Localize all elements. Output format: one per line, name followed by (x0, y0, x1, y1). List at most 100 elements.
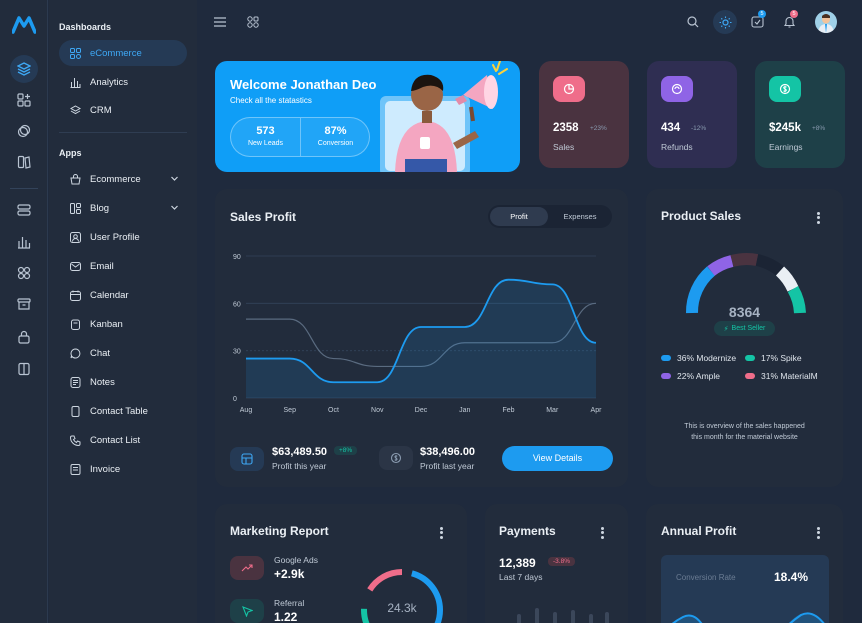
referral-value: 1.22 (274, 610, 298, 623)
profit-change-badge: +8% (334, 446, 358, 455)
app-logo-icon[interactable] (11, 16, 37, 39)
legend-modernize: 36% Modernize (661, 353, 736, 363)
bell-icon[interactable]: 5 (781, 10, 798, 29)
sidebar-item-chat[interactable]: Chat (59, 340, 187, 366)
product-sales-title: Product Sales (661, 209, 742, 223)
sidebar-item-ecommerce[interactable]: eCommerce (59, 40, 187, 66)
columns-icon[interactable] (14, 359, 34, 379)
profit-last-year-value: $38,496.00 (420, 446, 476, 458)
sidebar-item-invoice[interactable]: Invoice (59, 456, 187, 482)
sidebar-item-label: Contact Table (90, 405, 148, 417)
view-details-button[interactable]: View Details (502, 446, 613, 471)
sidebar-item-label: Ecommerce (90, 173, 141, 185)
tab-profit[interactable]: Profit (490, 207, 548, 226)
sidebar-item-label: Invoice (90, 463, 121, 475)
sidebar-item-contact-table[interactable]: Contact Table (59, 398, 187, 424)
phone-call-icon (69, 434, 81, 446)
best-seller-badge: ⚡ Best Seller (714, 321, 775, 336)
sidebar-item-label: Analytics (90, 76, 129, 88)
sidebar-item-label: Chat (90, 347, 111, 359)
mail-badge-icon[interactable]: 5 (749, 10, 766, 29)
product-sales-gauge (685, 252, 806, 314)
notes-icon (69, 376, 81, 388)
profit-last-year-label: Profit last year (420, 461, 475, 471)
bolt-icon: ⚡ (723, 325, 729, 333)
sidebar-item-label: User Profile (90, 231, 140, 243)
archive-icon[interactable] (14, 294, 34, 314)
sidebar-item-crm[interactable]: CRM (59, 97, 187, 123)
payments-card: Payments 12,389 -3.8% Last 7 days (485, 504, 628, 623)
trending-up-icon (230, 556, 264, 580)
sales-profit-title: Sales Profit (230, 210, 297, 224)
basket-icon (69, 173, 81, 185)
legend-label: 31% MaterialM (761, 371, 818, 381)
x-tick-label: Feb (502, 407, 514, 414)
cursor-icon (230, 599, 264, 623)
sidebar-item-label: Kanban (90, 318, 123, 330)
x-tick-label: Oct (328, 407, 339, 414)
apps-add-icon[interactable] (14, 90, 34, 110)
sidebar-section-dashboards: Dashboards (59, 22, 112, 32)
x-tick-label: Aug (240, 407, 253, 414)
profit-this-year-label: Profit this year (272, 461, 327, 471)
server-icon[interactable] (14, 200, 34, 220)
earnings-change: +8% (812, 125, 826, 132)
welcome-subtitle: Check all the statastics (230, 96, 312, 105)
avatar[interactable] (815, 11, 837, 33)
x-tick-label: Apr (591, 407, 603, 414)
more-vertical-icon[interactable] (817, 210, 821, 225)
sidebar-item-analytics[interactable]: Analytics (59, 69, 187, 95)
book-icon[interactable] (14, 152, 34, 172)
marketing-report-title: Marketing Report (230, 524, 329, 538)
payment-bar (605, 612, 609, 623)
more-vertical-icon[interactable] (817, 525, 821, 540)
sales-label: Sales (553, 142, 575, 152)
tab-expenses[interactable]: Expenses (563, 212, 597, 221)
legend-label: 17% Spike (761, 353, 802, 363)
refunds-change: -12% (691, 125, 707, 132)
chart-bar-icon[interactable] (14, 232, 34, 252)
sidebar-item-email[interactable]: Email (59, 253, 187, 279)
sidebar-item-contact-list[interactable]: Contact List (59, 427, 187, 453)
sidebar-item-ecommerce-app[interactable]: Ecommerce (59, 166, 187, 192)
search-icon[interactable] (685, 14, 701, 30)
sidebar-item-kanban[interactable]: Kanban (59, 311, 187, 337)
google-ads-label: Google Ads (274, 555, 318, 565)
menu-icon[interactable] (212, 14, 228, 30)
sidebar: Dashboards eCommerce Analytics CRM Apps … (49, 0, 197, 623)
sidebar-item-calendar[interactable]: Calendar (59, 282, 187, 308)
refunds-value: 434 (661, 122, 681, 134)
lock-icon[interactable] (14, 327, 34, 347)
y-tick-label: 60 (233, 301, 241, 308)
x-tick-label: Nov (371, 407, 384, 414)
more-vertical-icon[interactable] (601, 525, 605, 540)
sidebar-item-label: Contact List (90, 434, 141, 446)
annual-profit-sparkline (671, 612, 825, 623)
layers-icon[interactable] (10, 55, 38, 83)
annual-profit-card: Annual Profit Conversion Rate 18.4% (646, 504, 843, 623)
sidebar-item-user-profile[interactable]: User Profile (59, 224, 187, 250)
copy-icon[interactable] (14, 121, 34, 141)
payment-bar (571, 610, 575, 623)
profit-this-year-value: $63,489.50 (272, 446, 328, 458)
more-vertical-icon[interactable] (440, 525, 444, 540)
x-tick-label: Sep (284, 407, 297, 414)
shapes-icon[interactable] (14, 263, 34, 283)
series-line-profit (246, 278, 597, 384)
gauge-segment-ample (707, 255, 734, 276)
icon-rail (0, 0, 48, 623)
sales-value: 2358 (553, 122, 579, 134)
apps-grid-icon[interactable] (245, 14, 261, 30)
sidebar-item-notes[interactable]: Notes (59, 369, 187, 395)
gauge-segment-materialm (730, 252, 759, 267)
product-sales-card: Product Sales 8364 ⚡ Best Seller 36% Mode… (646, 189, 843, 487)
refresh-icon (661, 76, 693, 102)
marketing-donut-value: 24.3k (387, 601, 417, 615)
product-sales-total: 8364 (728, 304, 761, 320)
theme-toggle-sun-icon[interactable] (713, 10, 737, 34)
series-line-expenses (246, 302, 597, 368)
sidebar-item-blog[interactable]: Blog (59, 195, 187, 221)
grid-icon (69, 47, 81, 59)
chart-bar-icon (69, 76, 81, 88)
gauge-segment-white (775, 266, 799, 292)
